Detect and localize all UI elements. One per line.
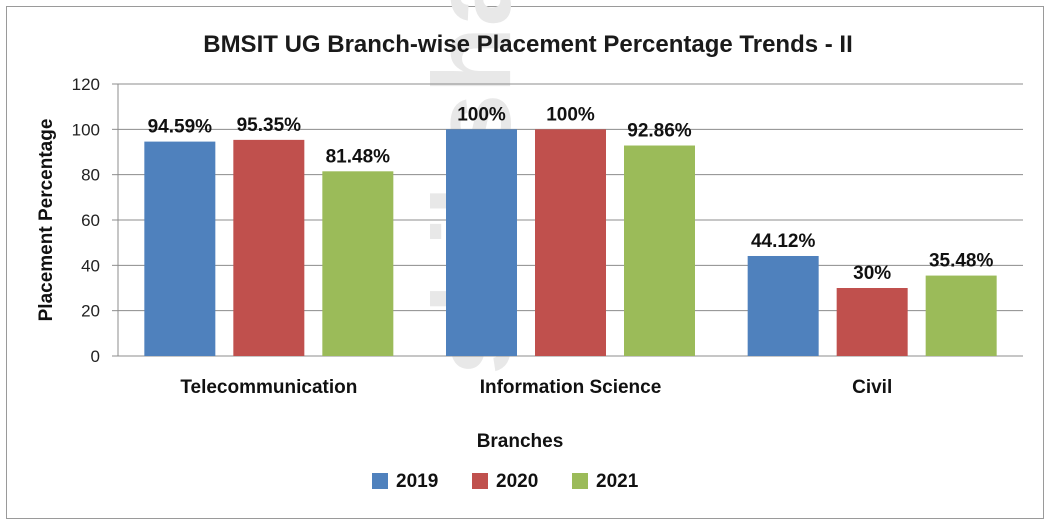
- x-axis-ticks: Telecommunication Information Science Civi…: [180, 377, 892, 398]
- bar-2020: [233, 139, 305, 356]
- legend: 2019 2020 2021: [372, 471, 639, 492]
- y-tick-label: 40: [81, 256, 100, 275]
- bar-2020: [535, 129, 606, 356]
- bar-2020: [836, 288, 908, 356]
- legend-swatch: [572, 473, 588, 489]
- legend-label: 2020: [496, 471, 538, 492]
- legend-label: 2019: [396, 471, 438, 492]
- y-tick-label: 60: [81, 211, 100, 230]
- data-label: 81.48%: [326, 146, 391, 167]
- data-label: 94.59%: [148, 117, 213, 138]
- y-tick-label: 80: [81, 166, 100, 185]
- y-tick-label: 120: [72, 75, 100, 94]
- y-axis-label: Placement Percentage: [36, 119, 57, 322]
- data-label: 35.48%: [929, 251, 994, 272]
- legend-swatch: [472, 473, 488, 489]
- data-label: 100%: [546, 104, 595, 125]
- data-label: 100%: [457, 104, 506, 125]
- bar-2021: [322, 171, 394, 356]
- y-tick-label: 0: [91, 347, 100, 366]
- x-tick-label: Civil: [852, 377, 892, 398]
- chart-title: BMSIT UG Branch-wise Placement Percentag…: [203, 31, 853, 58]
- bars: [144, 129, 997, 356]
- y-tick-label: 100: [72, 120, 100, 139]
- y-tick-label: 20: [81, 302, 100, 321]
- data-label: 95.35%: [237, 115, 302, 136]
- bar-2019: [144, 141, 216, 356]
- y-axis-ticks: 0 20 40 60 80 100 120: [72, 75, 100, 366]
- bar-2021: [624, 145, 695, 356]
- data-labels: 94.59% 95.35% 81.48% 100% 100% 92.86% 44.12% 30…: [148, 104, 994, 284]
- data-label: 92.86%: [627, 121, 692, 142]
- bar-2021: [925, 275, 997, 356]
- data-label: 30%: [853, 263, 891, 284]
- x-tick-label: Information Science: [480, 377, 662, 398]
- bar-2019: [747, 255, 819, 356]
- bar-2019: [446, 129, 517, 356]
- x-tick-label: Telecommunication: [180, 377, 357, 398]
- legend-label: 2021: [596, 471, 639, 492]
- legend-swatch: [372, 473, 388, 489]
- data-label: 44.12%: [751, 231, 816, 252]
- x-axis-label: Branches: [477, 431, 564, 452]
